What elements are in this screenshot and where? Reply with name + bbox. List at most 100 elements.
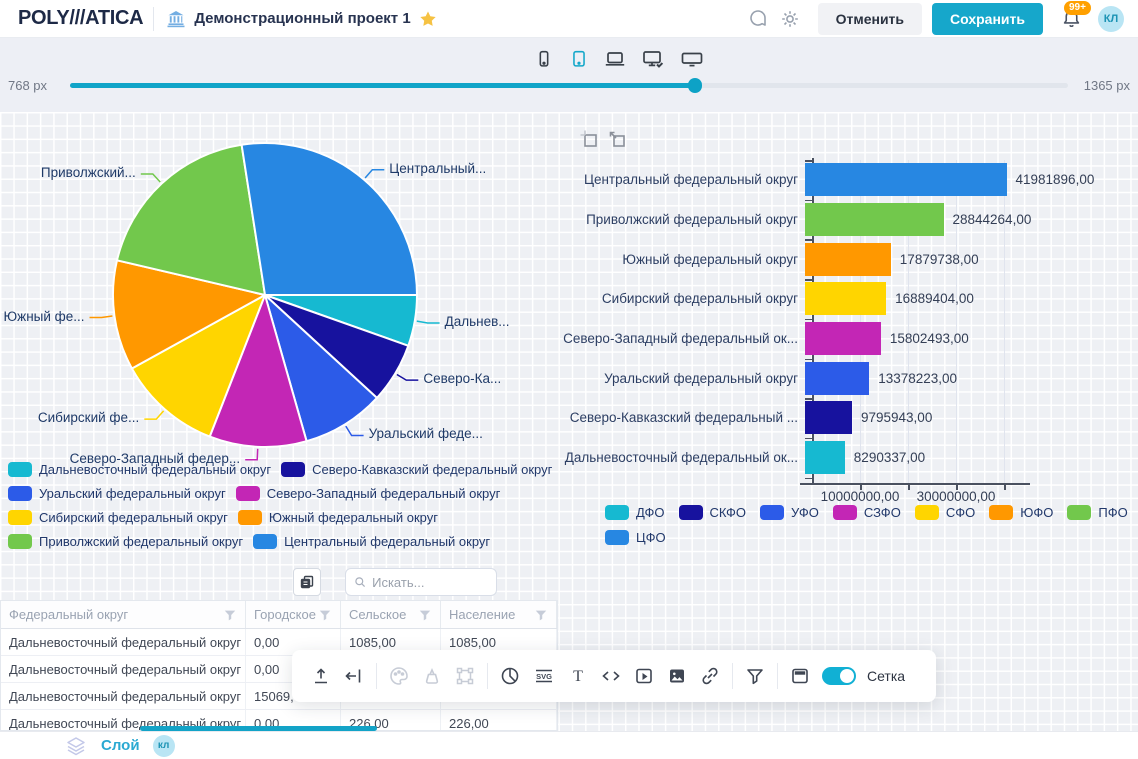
legend-item-ЦФО[interactable]: ЦФО <box>605 530 666 545</box>
bar-ДФО[interactable] <box>805 441 845 475</box>
table-row[interactable]: Дальневосточный федеральный округ 0,00 108… <box>1 629 557 656</box>
bar-ЦФО[interactable] <box>805 163 1007 197</box>
pie-chart-widget[interactable]: Дальнев... Северо-Ка... Уральский феде... С… <box>0 130 560 475</box>
bar-ПФО[interactable] <box>805 203 944 237</box>
legend-color-chip <box>605 505 629 520</box>
legend-label: Северо-Западный федеральный округ <box>266 486 501 501</box>
cancel-button[interactable]: Отменить <box>817 2 923 35</box>
device-desktop-check-icon[interactable] <box>640 47 666 71</box>
legend-item-ДФО[interactable]: ДФО <box>605 505 665 520</box>
chat-icon[interactable] <box>748 9 768 29</box>
grid-toggle[interactable] <box>822 667 856 685</box>
legend-item-СКФО[interactable]: СКФО <box>678 505 746 520</box>
pie-slice-СФО[interactable] <box>130 294 266 438</box>
link-tool-icon[interactable] <box>699 665 721 687</box>
bar-УФО[interactable] <box>805 361 870 395</box>
filter-tool-icon[interactable] <box>744 665 766 687</box>
legend-item-ПФО[interactable]: ПФО <box>1067 505 1128 520</box>
legend-item-ЮФО[interactable]: Южный федеральный округ <box>237 510 438 525</box>
layer-tab[interactable]: Слой <box>101 737 140 754</box>
y-axis-tick <box>805 318 812 321</box>
bar-ЮФО[interactable] <box>805 242 891 276</box>
table-horizontal-scrollbar[interactable] <box>140 726 377 731</box>
layer-bar: Слой кл <box>0 731 1138 759</box>
legend-item-ЮФО[interactable]: ЮФО <box>989 505 1053 520</box>
legend-item-ЦФО[interactable]: Центральный федеральный округ <box>253 534 490 549</box>
legend-color-chip <box>989 505 1014 520</box>
pie-slice-ПФО[interactable] <box>116 143 266 296</box>
upload-icon[interactable] <box>310 665 332 687</box>
app-header: POLY///ATICA Демонстрационный проект 1 О… <box>0 0 1138 38</box>
undo-arrow-icon[interactable] <box>606 128 628 150</box>
legend-item-СЗФО[interactable]: СЗФО <box>832 505 901 520</box>
legend-label: Центральный федеральный округ <box>284 534 491 549</box>
legend-label: УФО <box>791 505 819 520</box>
device-widescreen-icon[interactable] <box>679 47 705 71</box>
filter-funnel-icon[interactable] <box>223 608 237 622</box>
legend-label: Северо-Кавказский федеральный округ <box>312 462 553 477</box>
pie-slice-СЗФО[interactable] <box>208 294 308 448</box>
legend-color-chip <box>8 534 32 549</box>
device-phone-icon[interactable] <box>533 47 555 71</box>
bar-СФО[interactable] <box>805 282 887 316</box>
slider-handle[interactable] <box>687 78 702 93</box>
bar-СЗФО[interactable] <box>805 322 881 356</box>
bar-СКФО[interactable] <box>805 401 852 435</box>
legend-item-УФО[interactable]: Уральский федеральный округ <box>8 486 226 501</box>
dashboard-canvas[interactable]: Дальнев... Северо-Ка... Уральский феде... С… <box>0 112 1138 731</box>
video-tool-icon[interactable] <box>633 665 655 687</box>
bar-category-label: Южный федеральный округ <box>622 251 798 267</box>
table-cell: 226,00 <box>441 710 557 730</box>
column-header-1[interactable]: Городское <box>246 601 341 628</box>
legend-color-chip <box>8 486 32 501</box>
legend-item-СЗФО[interactable]: Северо-Западный федеральный округ <box>235 486 501 501</box>
pie-chart-tool-icon[interactable] <box>499 665 521 687</box>
app-logo[interactable]: POLY///ATICA <box>18 7 144 29</box>
viewport-width-slider[interactable] <box>70 78 1068 93</box>
column-header-3[interactable]: Население <box>441 601 557 628</box>
user-avatar[interactable]: КЛ <box>1098 5 1124 32</box>
pie-slice-ЦФО[interactable] <box>240 142 418 296</box>
bar-row-СЗФО: Северо-Западный федеральный ок... 1580249… <box>560 319 1138 359</box>
device-laptop-icon[interactable] <box>603 47 627 71</box>
pie-chart <box>89 142 440 461</box>
pie-slice-ЮФО[interactable] <box>112 259 266 370</box>
save-button[interactable]: Сохранить <box>932 2 1043 35</box>
column-header-2[interactable]: Сельское <box>341 601 441 628</box>
table-row[interactable]: Дальневосточный федеральный округ 0,00 <box>1 656 557 683</box>
pie-slice-УФО[interactable] <box>264 294 378 443</box>
notification-badge: 99+ <box>1064 1 1091 15</box>
filter-funnel-icon[interactable] <box>418 608 432 622</box>
pie-label-line <box>140 173 161 183</box>
notifications-button[interactable]: 99+ <box>1055 1 1091 29</box>
svg-tool-icon[interactable]: SVG <box>532 665 556 687</box>
legend-label: Сибирский федеральный округ <box>39 510 228 525</box>
copy-table-button[interactable] <box>293 568 321 596</box>
legend-item-СФО[interactable]: Сибирский федеральный округ <box>8 510 228 525</box>
layers-icon[interactable] <box>64 735 88 757</box>
column-header-0[interactable]: Федеральный округ <box>1 601 246 628</box>
panel-layout-icon[interactable] <box>789 665 811 687</box>
legend-item-СКФО[interactable]: Северо-Кавказский федеральный округ <box>281 462 552 477</box>
filter-funnel-icon[interactable] <box>534 608 548 622</box>
legend-item-СФО[interactable]: СФО <box>914 505 975 520</box>
star-favorite-icon[interactable] <box>419 10 437 28</box>
code-tool-icon[interactable] <box>600 665 622 687</box>
device-tablet-icon-active[interactable] <box>568 47 590 71</box>
collapse-left-icon[interactable] <box>343 665 365 687</box>
search-input[interactable] <box>372 574 488 590</box>
legend-item-ДФО[interactable]: Дальневосточный федеральный округ <box>8 462 271 477</box>
crop-icon[interactable] <box>578 128 600 150</box>
y-axis-line <box>812 158 814 484</box>
bar-chart-widget[interactable]: 10000000,00 30000000,00 Центральный федер… <box>560 112 1138 731</box>
image-tool-icon[interactable] <box>666 665 688 687</box>
gear-icon[interactable] <box>780 9 800 29</box>
column-header-label: Население <box>449 607 516 622</box>
legend-item-ПФО[interactable]: Приволжский федеральный округ <box>8 534 243 549</box>
filter-funnel-icon[interactable] <box>318 608 332 622</box>
bar-category-label: Приволжский федеральный округ <box>586 212 798 228</box>
bar-value-label: 41981896,00 <box>1015 172 1095 188</box>
legend-item-УФО[interactable]: УФО <box>760 505 819 520</box>
text-tool-icon[interactable]: T <box>567 665 589 687</box>
